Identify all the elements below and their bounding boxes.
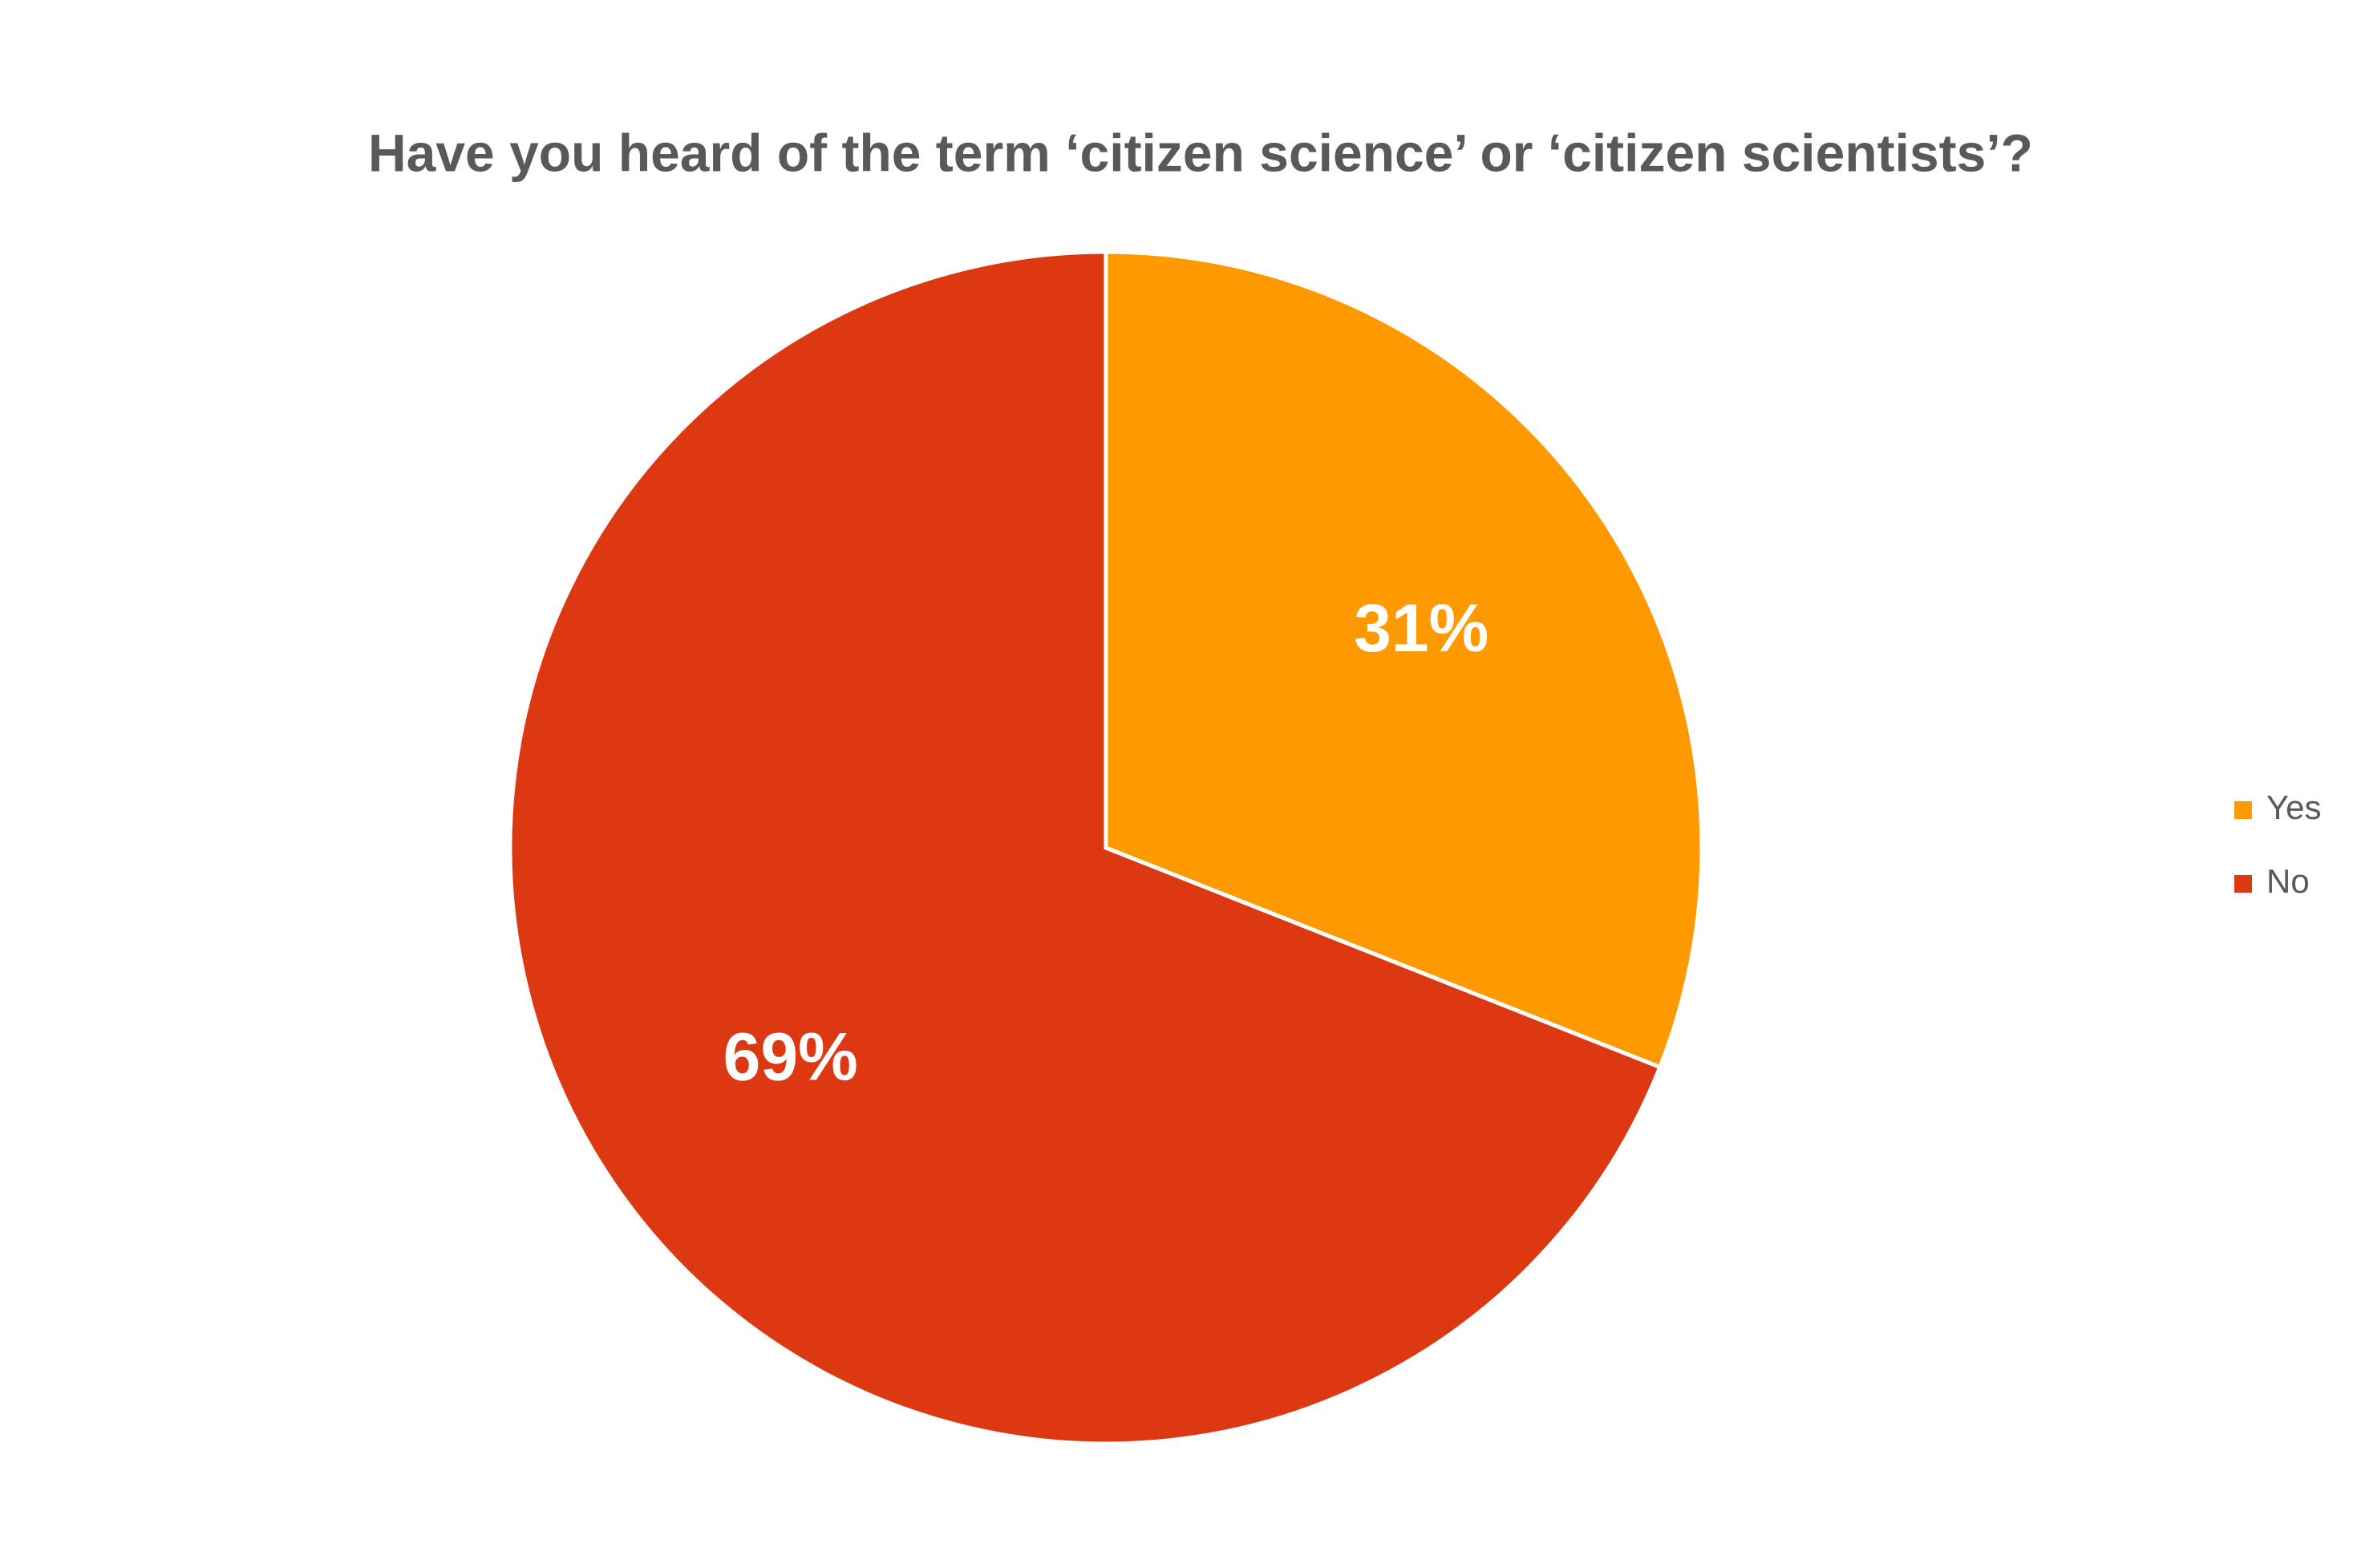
legend-swatch: [2234, 875, 2252, 893]
legend-label: Yes: [2266, 788, 2322, 826]
value-label: 31%: [1354, 590, 1488, 666]
legend-swatch: [2234, 801, 2252, 819]
pie-slice: [508, 249, 1663, 1446]
value-label: 69%: [723, 1019, 858, 1094]
pie-slice: [1104, 249, 1704, 1070]
chart-title: Have you heard of the term ‘citizen scie…: [368, 123, 2033, 182]
legend-label: No: [2266, 862, 2310, 900]
